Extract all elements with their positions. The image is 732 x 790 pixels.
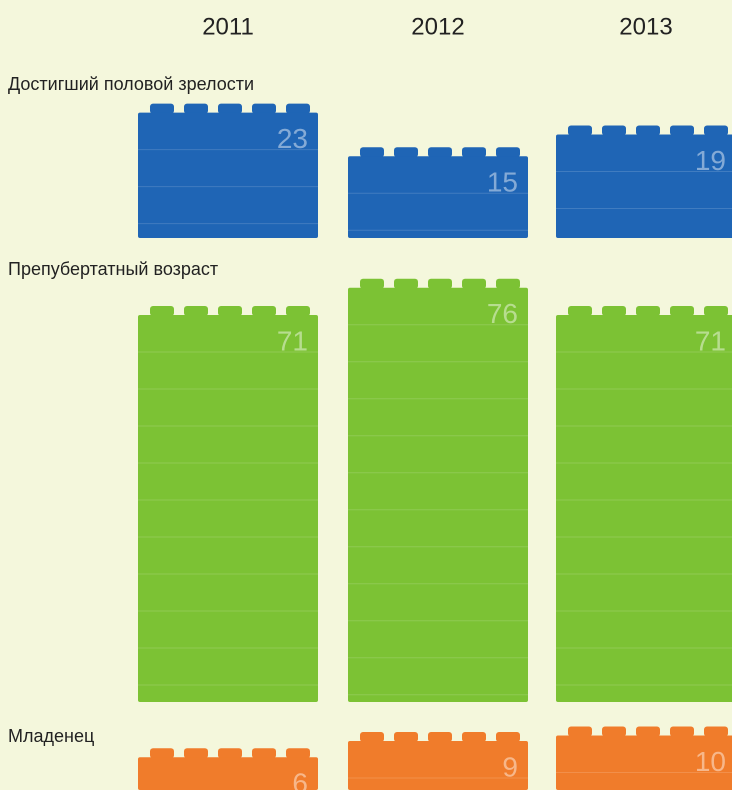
brick-stud: [496, 147, 520, 158]
series-label: Препубертатный возраст: [8, 259, 218, 279]
series-label: Достигший половой зрелости: [8, 74, 254, 94]
brick-stud: [428, 147, 452, 158]
brick-stud: [568, 726, 592, 737]
brick-stud: [150, 103, 174, 114]
brick-stud: [670, 306, 694, 317]
bar: [348, 740, 528, 790]
brick-stud: [286, 306, 310, 317]
bar: [556, 735, 732, 790]
brick-stud: [568, 125, 592, 136]
brick-stud: [252, 748, 276, 759]
brick-stud: [704, 726, 728, 737]
value-label: 76: [487, 298, 518, 329]
value-label: 71: [277, 325, 308, 356]
value-label: 15: [487, 167, 518, 198]
brick-stud: [218, 748, 242, 759]
brick-stud: [286, 103, 310, 114]
value-label: 10: [695, 746, 726, 777]
brick-stud: [150, 748, 174, 759]
brick-stud: [462, 731, 486, 742]
year-label: 2012: [411, 13, 464, 40]
value-label: 23: [277, 123, 308, 154]
brick-stud: [360, 278, 384, 289]
brick-stud: [428, 731, 452, 742]
brick-stud: [428, 278, 452, 289]
brick-stud: [636, 306, 660, 317]
brick-stud: [704, 125, 728, 136]
brick-stud: [462, 147, 486, 158]
brick-stud: [252, 306, 276, 317]
brick-stud: [360, 731, 384, 742]
brick-stud: [568, 306, 592, 317]
bar: [556, 315, 732, 702]
brick-stud: [394, 278, 418, 289]
series-label: Младенец: [8, 726, 94, 746]
brick-stud: [184, 103, 208, 114]
year-label: 2011: [202, 13, 254, 40]
brick-stud: [394, 731, 418, 742]
brick-stud: [394, 147, 418, 158]
value-label: 19: [695, 145, 726, 176]
brick-stud: [462, 278, 486, 289]
brick-stud: [704, 306, 728, 317]
brick-stud: [602, 306, 626, 317]
brick-stud: [670, 726, 694, 737]
brick-stud: [496, 731, 520, 742]
brick-stud: [150, 306, 174, 317]
brick-stud: [360, 147, 384, 158]
value-label: 9: [502, 751, 518, 782]
brick-stud: [670, 125, 694, 136]
brick-stud: [252, 103, 276, 114]
year-label: 2013: [619, 13, 672, 40]
brick-stud: [496, 278, 520, 289]
brick-stud: [636, 726, 660, 737]
brick-stud: [286, 748, 310, 759]
brick-stud: [602, 726, 626, 737]
bar: [348, 156, 528, 238]
brick-stud: [184, 748, 208, 759]
value-label: 6: [292, 768, 308, 790]
bar: [138, 112, 318, 238]
brick-stud: [218, 103, 242, 114]
bar: [556, 134, 732, 238]
bar: [348, 287, 528, 702]
brick-stud: [218, 306, 242, 317]
brick-stud: [184, 306, 208, 317]
value-label: 71: [695, 325, 726, 356]
bar: [138, 757, 318, 790]
bar: [138, 315, 318, 702]
brick-stud: [636, 125, 660, 136]
brick-stud: [602, 125, 626, 136]
